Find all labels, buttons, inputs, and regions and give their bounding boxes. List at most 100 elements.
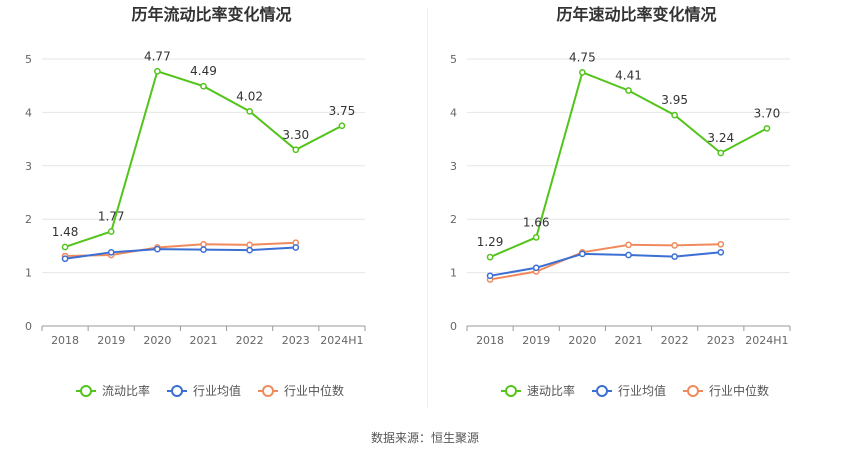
data-source-note: 数据来源：恒生聚源 [370, 431, 479, 445]
y-tick-label: 5 [450, 53, 457, 66]
x-tick-label: 2021 [190, 334, 218, 347]
main-ratio-point [625, 87, 632, 94]
main-ratio-point [107, 228, 115, 235]
industry-median-point [200, 240, 207, 248]
y-tick-label: 4 [25, 106, 32, 119]
y-tick-label: 0 [450, 320, 457, 333]
data-label: 4.49 [190, 64, 217, 78]
x-tick-label: 2020 [568, 334, 596, 347]
data-label: 3.24 [707, 131, 734, 145]
legend-item-main-ratio: 速动比率 [501, 383, 575, 398]
industry-avg-point [532, 264, 540, 272]
main-ratio-point [154, 67, 161, 75]
industry-avg-point [200, 246, 207, 253]
y-tick-label: 1 [25, 267, 32, 280]
data-label: 1.66 [523, 215, 550, 229]
industry-avg-point [107, 248, 115, 256]
legend-label: 行业中位数 [709, 383, 769, 398]
industry-avg-point [61, 255, 69, 263]
y-tick-label: 3 [450, 160, 457, 173]
y-tick-label: 2 [450, 213, 457, 226]
legend-label: 行业均值 [193, 383, 241, 398]
data-label: 4.77 [144, 49, 171, 63]
data-label: 3.30 [282, 128, 309, 142]
legend-swatch-marker [262, 385, 274, 397]
data-label: 4.41 [615, 69, 642, 83]
panel-divider [427, 8, 428, 408]
main-ratio-point [200, 82, 207, 90]
x-tick-label: 2020 [143, 334, 171, 347]
data-label: 4.02 [236, 89, 263, 103]
legend-swatch-marker [687, 385, 699, 397]
industry-avg-point [717, 248, 725, 256]
legend-label: 行业中位数 [284, 383, 344, 398]
industry-median-point [625, 241, 632, 249]
main-ratio-point [486, 253, 494, 261]
main-ratio-point [61, 243, 69, 251]
data-label: 1.48 [52, 225, 79, 239]
main-ratio-point [338, 122, 346, 130]
x-tick-label: 2022 [661, 334, 689, 347]
legend-item-industry-median: 行业中位数 [258, 383, 344, 398]
data-label: 1.77 [98, 209, 125, 223]
legend-swatch-marker [505, 385, 517, 397]
main-ratio-point [763, 125, 771, 132]
y-tick-label: 5 [25, 53, 32, 66]
main-ratio-line [489, 71, 768, 259]
quick-ratio-chart: 历年速动比率变化情况 0 1 2 3 4 5 2018 2019 2020 2021 2022 2023… [450, 5, 791, 398]
x-tick-label: 2018 [51, 334, 79, 347]
x-tick-label: 2023 [282, 334, 310, 347]
x-tick-label: 2024H1 [745, 334, 788, 347]
legend-item-industry-avg: 行业均值 [167, 383, 241, 398]
x-tick-label: 2023 [707, 334, 735, 347]
y-tick-label: 2 [25, 213, 32, 226]
data-label: 1.29 [477, 235, 504, 249]
data-label: 3.95 [661, 93, 688, 107]
industry-avg-point [625, 251, 632, 259]
industry-median-point [671, 242, 678, 249]
data-label: 3.70 [754, 106, 781, 120]
industry-median-point [246, 241, 253, 249]
x-tick-label: 2019 [522, 334, 550, 347]
x-tick-label: 2022 [236, 334, 264, 347]
y-tick-label: 0 [25, 320, 32, 333]
legend-swatch-marker [596, 385, 608, 397]
industry-avg-point [246, 246, 253, 254]
main-ratio-point [532, 234, 540, 241]
industry-avg-point [486, 272, 494, 280]
legend-label: 流动比率 [102, 383, 150, 398]
legend-item-main-ratio: 流动比率 [76, 383, 150, 398]
chart-title: 历年速动比率变化情况 [556, 5, 716, 24]
industry-median-point [717, 240, 725, 248]
data-label: 3.75 [329, 104, 356, 118]
chart-title: 历年流动比率变化情况 [131, 5, 291, 24]
x-tick-label: 2019 [97, 334, 125, 347]
industry-avg-point [671, 253, 678, 260]
current-ratio-chart: 历年流动比率变化情况 0 1 2 3 4 5 2018 2019 2020 2021 2022 2023… [25, 5, 366, 398]
data-label: 4.75 [569, 50, 596, 64]
legend-swatch-marker [80, 385, 92, 397]
legend-label: 速动比率 [527, 383, 575, 398]
industry-avg-line [64, 246, 296, 260]
industry-avg-point [579, 250, 586, 258]
main-ratio-point [292, 146, 300, 154]
legend-item-industry-median: 行业中位数 [683, 383, 769, 398]
industry-avg-point [154, 245, 161, 253]
industry-median-line [489, 243, 721, 281]
x-tick-label: 2024H1 [320, 334, 363, 347]
industry-avg-point [292, 244, 300, 251]
x-tick-label: 2021 [615, 334, 643, 347]
legend-label: 行业均值 [618, 383, 666, 398]
legend-item-industry-avg: 行业均值 [592, 383, 666, 398]
industry-median-line [65, 241, 296, 258]
industry-avg-line [489, 251, 721, 277]
x-tick-label: 2018 [476, 334, 504, 347]
y-tick-label: 4 [450, 106, 457, 119]
main-ratio-point [671, 111, 678, 119]
legend-swatch-marker [171, 385, 183, 397]
main-ratio-point [246, 107, 253, 115]
y-tick-label: 3 [25, 160, 32, 173]
y-tick-label: 1 [450, 267, 457, 280]
main-ratio-point [717, 149, 725, 157]
